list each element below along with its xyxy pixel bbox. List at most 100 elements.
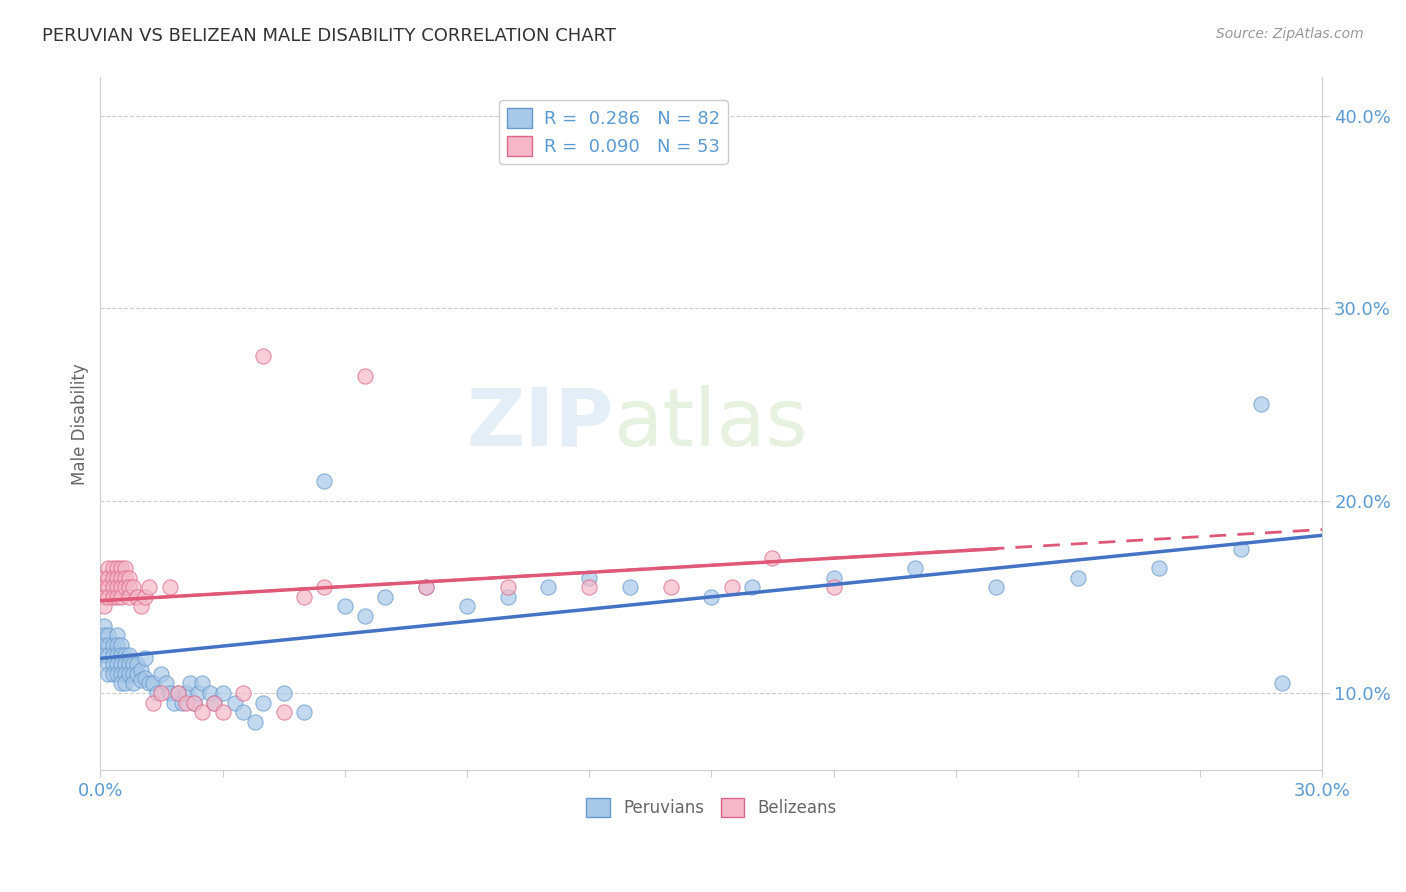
Point xyxy=(97,571,120,585)
Point xyxy=(138,580,160,594)
Point xyxy=(232,706,254,720)
Point xyxy=(150,666,173,681)
Point xyxy=(93,580,115,594)
Point xyxy=(166,686,188,700)
Point xyxy=(456,599,478,614)
Point xyxy=(720,580,742,594)
Point xyxy=(97,580,120,594)
Point xyxy=(159,580,181,594)
Point xyxy=(125,657,148,672)
Point xyxy=(659,580,682,594)
Point xyxy=(578,571,600,585)
Point xyxy=(232,686,254,700)
Point xyxy=(93,571,115,585)
Point xyxy=(211,686,233,700)
Point xyxy=(110,571,132,585)
Point xyxy=(166,686,188,700)
Point xyxy=(118,571,141,585)
Point xyxy=(578,580,600,594)
Point xyxy=(129,599,152,614)
Point xyxy=(134,651,156,665)
Point xyxy=(101,666,124,681)
Point xyxy=(114,666,136,681)
Point xyxy=(314,475,336,489)
Point xyxy=(93,618,115,632)
Point xyxy=(97,666,120,681)
Point xyxy=(93,648,115,662)
Point xyxy=(741,580,763,594)
Point xyxy=(97,590,120,604)
Point xyxy=(118,580,141,594)
Point xyxy=(179,676,201,690)
Point xyxy=(105,638,128,652)
Point xyxy=(105,666,128,681)
Point xyxy=(150,686,173,700)
Point xyxy=(163,696,186,710)
Text: PERUVIAN VS BELIZEAN MALE DISABILITY CORRELATION CHART: PERUVIAN VS BELIZEAN MALE DISABILITY COR… xyxy=(42,27,616,45)
Point xyxy=(200,686,222,700)
Point xyxy=(273,686,295,700)
Point xyxy=(101,657,124,672)
Point xyxy=(110,666,132,681)
Point xyxy=(105,657,128,672)
Point xyxy=(101,648,124,662)
Point xyxy=(496,590,519,604)
Point xyxy=(110,648,132,662)
Point xyxy=(134,671,156,685)
Point xyxy=(97,561,120,575)
Point xyxy=(142,696,165,710)
Point xyxy=(118,666,141,681)
Point xyxy=(159,686,181,700)
Text: Source: ZipAtlas.com: Source: ZipAtlas.com xyxy=(1216,27,1364,41)
Point xyxy=(292,706,315,720)
Point xyxy=(155,676,177,690)
Point xyxy=(101,571,124,585)
Point xyxy=(354,368,377,383)
Point xyxy=(105,590,128,604)
Point xyxy=(252,696,274,710)
Point xyxy=(118,590,141,604)
Point xyxy=(105,561,128,575)
Point xyxy=(700,590,723,604)
Point xyxy=(134,590,156,604)
Point xyxy=(97,628,120,642)
Point xyxy=(904,561,927,575)
Point xyxy=(97,657,120,672)
Point xyxy=(292,590,315,604)
Point xyxy=(224,696,246,710)
Point xyxy=(101,580,124,594)
Point xyxy=(183,696,205,710)
Point xyxy=(125,590,148,604)
Point xyxy=(114,580,136,594)
Point xyxy=(110,580,132,594)
Point xyxy=(823,571,845,585)
Point xyxy=(93,638,115,652)
Point xyxy=(986,580,1008,594)
Point xyxy=(122,657,145,672)
Point xyxy=(243,714,266,729)
Point xyxy=(93,590,115,604)
Text: ZIP: ZIP xyxy=(467,384,613,463)
Point xyxy=(101,590,124,604)
Point xyxy=(122,666,145,681)
Point xyxy=(619,580,641,594)
Point xyxy=(183,696,205,710)
Point xyxy=(202,696,225,710)
Point xyxy=(129,673,152,687)
Point xyxy=(105,648,128,662)
Point xyxy=(101,561,124,575)
Point xyxy=(125,666,148,681)
Point xyxy=(415,580,437,594)
Point xyxy=(110,561,132,575)
Point xyxy=(333,599,356,614)
Point xyxy=(823,580,845,594)
Point xyxy=(118,657,141,672)
Point xyxy=(114,657,136,672)
Point xyxy=(110,676,132,690)
Point xyxy=(110,657,132,672)
Point xyxy=(1067,571,1090,585)
Point xyxy=(496,580,519,594)
Point xyxy=(105,580,128,594)
Point xyxy=(105,571,128,585)
Point xyxy=(1230,541,1253,556)
